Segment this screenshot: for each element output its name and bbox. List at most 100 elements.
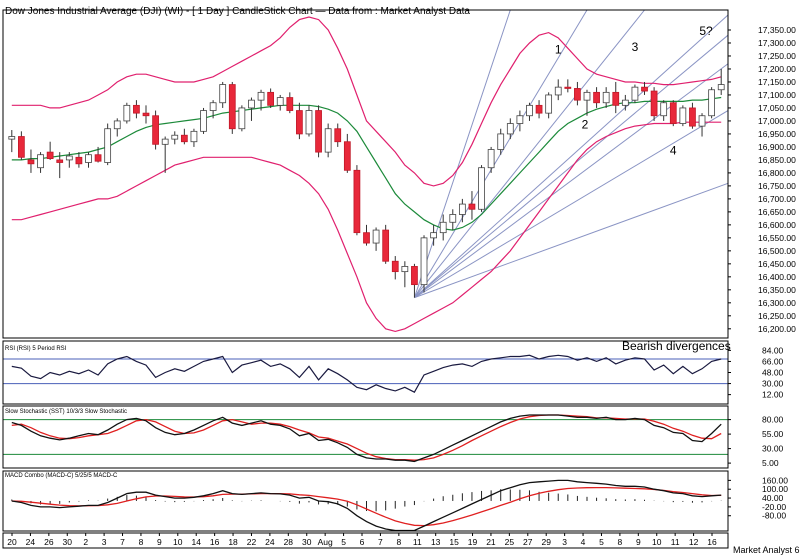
candle-down: [94, 154, 102, 162]
fan-line: [413, 9, 511, 298]
panel-frame-2: [2, 405, 729, 469]
wave-label: 3: [632, 40, 639, 54]
date-tick-label: 19: [468, 537, 478, 547]
rsi-line: [11, 354, 722, 393]
price-tick-label: 16,400.00: [758, 272, 796, 282]
candle-up: [439, 221, 447, 234]
upper-band-line: [11, 16, 722, 187]
candle-up: [65, 155, 73, 161]
candle-up: [219, 84, 227, 104]
rsi-label: RSI (RSI) 5 Period RSI: [5, 346, 67, 352]
candle-down: [296, 110, 303, 135]
date-tick-label: 2: [83, 537, 88, 547]
stochastic-tick-label: 55.00: [762, 429, 784, 439]
rsi-tick-label: 12.00: [762, 390, 784, 400]
date-tick-label: 26: [44, 537, 54, 547]
candle-up: [104, 128, 112, 163]
candle-up: [8, 136, 16, 140]
candlesticks: [8, 68, 725, 298]
candle-up: [257, 91, 265, 101]
date-tick-label: 8: [396, 537, 401, 547]
fan-line: [414, 34, 729, 299]
candle-up: [401, 266, 409, 273]
macd-tick-label: -80.00: [762, 511, 786, 521]
candle-up: [200, 110, 207, 132]
macd-line: [11, 479, 722, 532]
date-tick-label: 15: [449, 537, 459, 547]
stochastic-tick-label: 5.00: [762, 458, 779, 468]
candle-up: [621, 99, 629, 106]
candle-down: [334, 128, 342, 143]
date-tick-label: 10: [652, 537, 662, 547]
candle-up: [602, 91, 610, 104]
wave-labels: 1 2 3 4 5?: [555, 24, 713, 158]
candle-down: [56, 159, 64, 163]
candle-down: [46, 151, 54, 160]
date-tick-label: 24: [265, 537, 275, 547]
macd-tick-label: 160.00: [762, 475, 788, 485]
price-tick-label: 16,550.00: [758, 233, 796, 243]
date-tick-label: 25: [505, 537, 515, 547]
candle-down: [315, 110, 322, 153]
macd-label: MACD Combo (MACD-C) 5/25/5 MACD-C: [5, 473, 118, 479]
candle-down: [574, 88, 581, 101]
price-tick-label: 16,450.00: [758, 259, 796, 269]
stochastic-k-line: [11, 414, 722, 463]
candle-up: [372, 229, 380, 244]
price-tick-label: 16,350.00: [758, 285, 796, 295]
candle-up: [449, 214, 457, 223]
candle-down: [18, 136, 25, 158]
date-tick-label: 18: [228, 537, 238, 547]
date-tick-label: 22: [247, 537, 257, 547]
candle-up: [506, 123, 514, 135]
footer-text: Market Analyst 6: [733, 545, 800, 555]
wave-label: 5?: [699, 24, 713, 38]
candle-down: [669, 102, 677, 124]
date-tick-label: 7: [378, 537, 383, 547]
candle-up: [209, 102, 217, 111]
candle-up: [430, 232, 437, 239]
panel-frame-1: [2, 340, 729, 405]
date-tick-label: 3: [102, 537, 107, 547]
price-tick-label: 17,050.00: [758, 103, 796, 113]
candle-up: [583, 91, 591, 101]
candle-down: [593, 91, 600, 104]
candle-up: [420, 237, 428, 286]
moving-average-line: [11, 96, 722, 231]
macd-panel: MACD Combo (MACD-C) 5/25/5 MACD-C 160.00…: [5, 473, 788, 532]
date-tick-label: 10: [173, 537, 183, 547]
candle-down: [612, 91, 620, 106]
fan-line: [414, 14, 729, 298]
candle-up: [161, 138, 169, 145]
lower-band-line: [11, 121, 722, 333]
price-tick-label: 16,900.00: [758, 142, 796, 152]
wave-label: 2: [582, 118, 589, 132]
panel-frame-0: [2, 9, 729, 339]
macd-tick-label: -20.00: [762, 502, 786, 512]
candle-up: [305, 110, 313, 135]
price-tick-label: 16,700.00: [758, 194, 796, 204]
date-tick-label: 7: [120, 537, 125, 547]
price-tick-label: 17,250.00: [758, 51, 796, 61]
candle-down: [228, 84, 236, 130]
price-tick-label: 17,350.00: [758, 25, 796, 35]
candle-up: [554, 86, 562, 96]
date-tick-label: 6: [360, 537, 365, 547]
candle-up: [708, 89, 715, 117]
candle-up: [516, 115, 524, 124]
date-tick-label: Aug: [318, 537, 333, 547]
candle-up: [85, 154, 92, 163]
date-tick-label: 11: [671, 537, 680, 547]
candle-up: [248, 99, 255, 109]
candle-up: [171, 134, 179, 140]
stochastic-tick-label: 80.00: [762, 415, 784, 425]
price-tick-label: 17,200.00: [758, 64, 796, 74]
stochastic-tick-label: 30.00: [762, 444, 784, 454]
date-tick-label: 16: [210, 537, 220, 547]
price-tick-label: 16,750.00: [758, 181, 796, 191]
candle-down: [641, 86, 648, 92]
candle-down: [363, 232, 370, 244]
date-tick-label: 21: [486, 537, 496, 547]
macd-tick-label: 100.00: [762, 484, 788, 494]
